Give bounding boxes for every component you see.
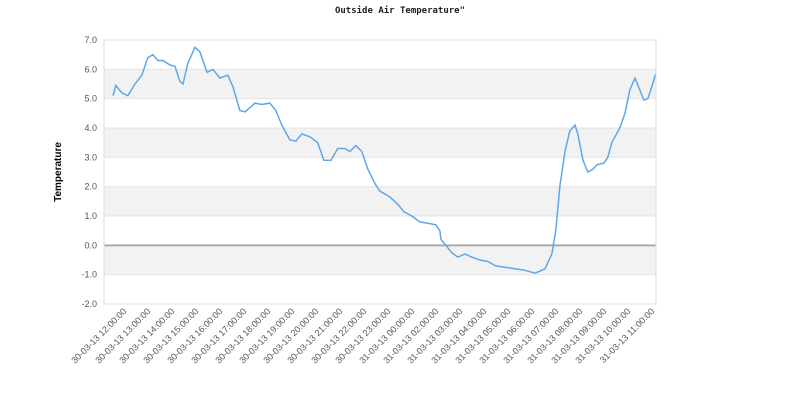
y-tick-label: 7.0 (84, 35, 97, 45)
y-tick-label: -1.0 (81, 270, 97, 280)
chart-title: Outside Air Temperature" (335, 5, 465, 16)
y-tick-label: 2.0 (84, 182, 97, 192)
grid-band (104, 69, 656, 99)
y-axis-label: Temperature (53, 142, 64, 202)
y-tick-label: 0.0 (84, 240, 97, 250)
y-tick-label: 1.0 (84, 211, 97, 221)
grid-band (104, 245, 656, 275)
grid-band (104, 40, 656, 70)
grid-band (104, 274, 656, 304)
grid-band (104, 157, 656, 187)
grid-band (104, 216, 656, 246)
y-tick-label: 3.0 (84, 152, 97, 162)
y-tick-label: 6.0 (84, 64, 97, 74)
plot-frame (103, 39, 657, 305)
grid-band (104, 98, 656, 128)
y-tick-label: 5.0 (84, 94, 97, 104)
grid-band (104, 128, 656, 158)
y-tick-label: -2.0 (81, 299, 97, 309)
y-tick-label: 4.0 (84, 123, 97, 133)
temperature-series-line (112, 46, 657, 274)
